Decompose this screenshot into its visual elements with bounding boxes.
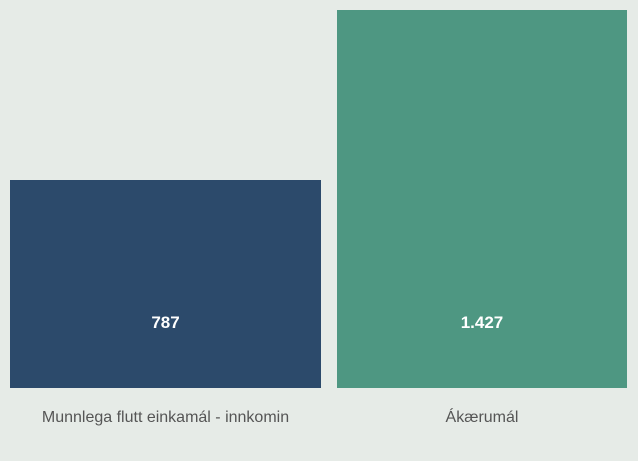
bar <box>337 10 627 388</box>
value-label: 1.427 <box>460 313 504 332</box>
value-label: 787 <box>151 313 180 332</box>
x-tick-label: Munnlega flutt einkamál - innkomin <box>41 409 290 426</box>
x-tick-label: Ákærumál <box>445 409 519 426</box>
bar <box>10 179 321 388</box>
